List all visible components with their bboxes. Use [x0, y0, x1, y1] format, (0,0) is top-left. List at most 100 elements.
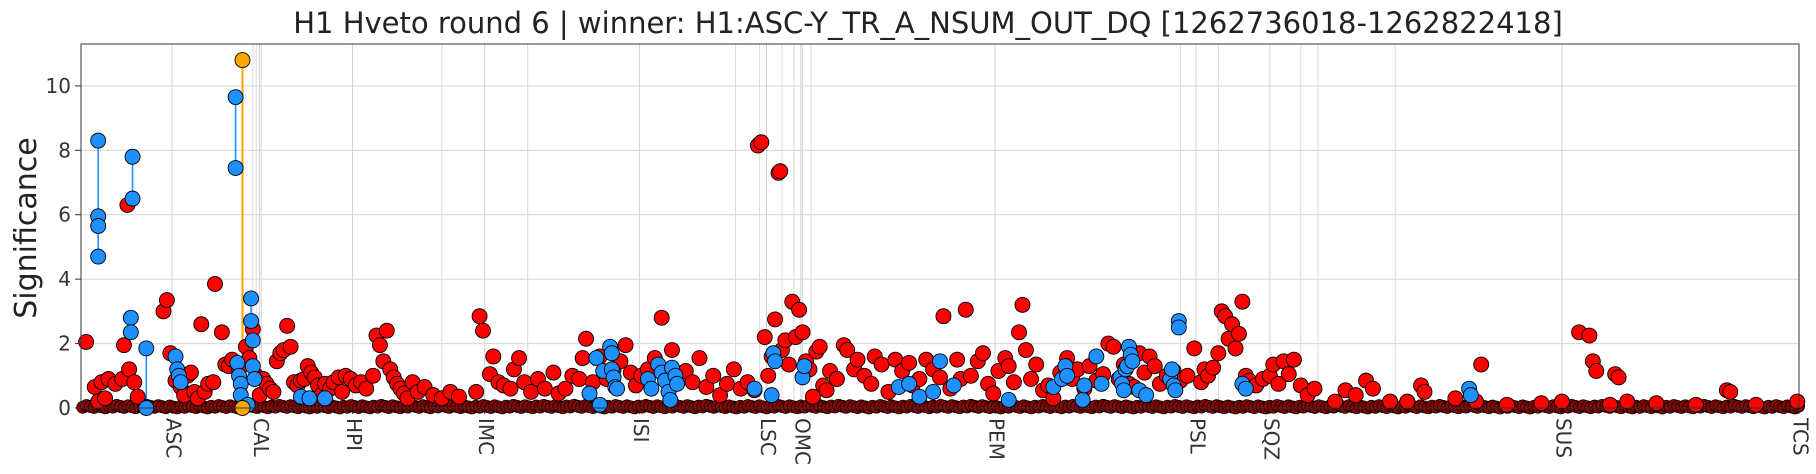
primary-point	[975, 345, 991, 362]
primary-point	[1285, 351, 1302, 368]
x-tick-label: SUS	[1551, 418, 1575, 458]
primary-point	[1017, 342, 1034, 358]
primary-point	[78, 334, 95, 350]
primary-point	[265, 383, 282, 400]
primary-point	[1588, 363, 1605, 379]
primary-point	[691, 350, 708, 367]
x-tick-label: OMC	[790, 418, 814, 465]
auxiliary-point	[301, 390, 318, 407]
primary-point	[767, 311, 784, 328]
primary-point	[849, 351, 866, 368]
primary-point	[1179, 367, 1196, 384]
primary-point	[760, 367, 777, 384]
primary-point	[545, 364, 562, 381]
auxiliary-point	[317, 390, 333, 407]
primary-point	[949, 351, 966, 368]
auxiliary-point	[1115, 382, 1132, 399]
primary-point	[126, 374, 143, 391]
auxiliary-point	[90, 132, 107, 149]
y-axis-ticks: 0 2 4 6 8 10	[46, 74, 81, 420]
primary-point	[1399, 393, 1416, 410]
primary-point	[1227, 340, 1244, 357]
auxiliary-point	[1138, 387, 1155, 404]
primary-point	[1280, 366, 1297, 383]
auxiliary-point	[227, 89, 244, 106]
primary-point	[205, 374, 222, 391]
primary-point	[932, 369, 948, 386]
primary-point	[725, 361, 742, 378]
primary-point	[485, 348, 502, 365]
x-tick-label: PSL	[1185, 418, 1209, 455]
primary-point	[1498, 396, 1515, 413]
auxiliary-point	[243, 290, 260, 307]
y-tick-label: 10	[46, 74, 71, 98]
primary-point	[1748, 396, 1765, 413]
primary-point	[1602, 396, 1618, 413]
auxiliary-point	[1167, 382, 1184, 399]
primary-point	[1553, 393, 1570, 410]
primary-point	[1014, 296, 1031, 313]
primary-point	[1000, 358, 1017, 375]
primary-point	[1005, 374, 1022, 391]
auxiliary-point	[643, 380, 660, 397]
primary-point	[282, 338, 299, 355]
primary-point	[1146, 358, 1163, 375]
primary-point	[1306, 380, 1323, 397]
primary-point	[1382, 393, 1399, 410]
primary-point	[129, 388, 146, 405]
auxiliary-point	[901, 375, 918, 392]
auxiliary-point	[945, 377, 962, 394]
primary-point	[1205, 359, 1222, 376]
auxiliary-point	[1462, 387, 1479, 404]
primary-point	[1416, 383, 1433, 400]
primary-point	[1648, 395, 1665, 412]
primary-point	[1447, 390, 1464, 407]
auxiliary-point	[662, 391, 679, 408]
auxiliary-point	[172, 374, 189, 391]
primary-point	[1011, 324, 1027, 341]
primary-point	[1687, 396, 1704, 413]
auxiliary-point	[90, 248, 107, 265]
primary-point	[873, 356, 890, 373]
x-tick-label: TCS	[1789, 417, 1813, 456]
primary-point	[1230, 325, 1247, 342]
auxiliary-point	[122, 324, 139, 341]
x-axis-ticks: ASC CAL HPI IMC ISI LSC OMC PEM PSL SQZ SUS TCS	[162, 408, 1813, 465]
auxiliary-point	[1237, 380, 1254, 397]
auxiliary-point	[925, 383, 942, 400]
primary-point	[279, 317, 296, 334]
primary-point	[664, 342, 680, 358]
primary-point	[1789, 393, 1806, 410]
primary-point	[158, 292, 175, 309]
primary-point	[794, 324, 811, 341]
primary-point	[468, 383, 485, 400]
point-layer	[76, 52, 1806, 416]
auxiliary-point	[746, 380, 763, 397]
auxiliary-point	[588, 350, 605, 367]
auxiliary-point	[932, 353, 948, 370]
primary-point	[818, 382, 835, 399]
x-tick-label: ISI	[629, 418, 653, 443]
auxiliary-point	[1093, 375, 1110, 392]
auxiliary-point	[669, 375, 686, 392]
primary-point	[1028, 356, 1045, 373]
auxiliary-point	[246, 371, 263, 387]
auxiliary-point	[796, 358, 813, 375]
primary-point	[653, 309, 670, 326]
x-tick-label: HPI	[342, 418, 366, 451]
auxiliary-point	[581, 385, 598, 402]
primary-point	[684, 374, 701, 391]
primary-point	[536, 380, 553, 397]
primary-point	[985, 385, 1002, 402]
primary-point	[1105, 338, 1122, 355]
primary-point	[365, 367, 382, 384]
y-tick-label: 8	[58, 138, 71, 162]
primary-point	[193, 316, 210, 333]
primary-point	[511, 350, 528, 367]
primary-point	[207, 276, 223, 292]
x-tick-label: IMC	[474, 418, 498, 455]
primary-point	[1722, 383, 1739, 400]
primary-point	[804, 388, 821, 405]
winner-point	[234, 52, 251, 69]
